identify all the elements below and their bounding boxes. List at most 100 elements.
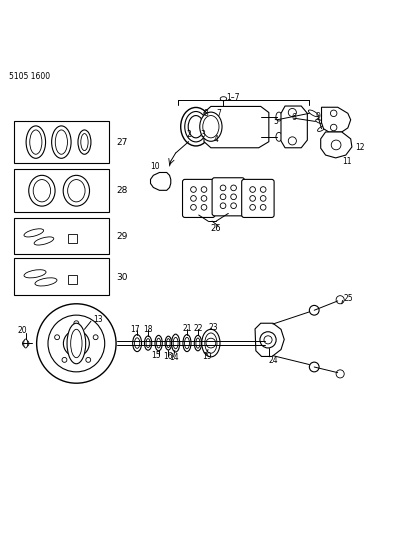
Circle shape [288,108,296,117]
Circle shape [86,358,91,362]
Ellipse shape [316,119,323,124]
Ellipse shape [205,333,217,353]
Circle shape [201,187,207,192]
Circle shape [260,187,266,192]
Circle shape [201,196,207,201]
Text: 5105 1600: 5105 1600 [9,72,51,82]
Circle shape [191,205,196,210]
Ellipse shape [52,126,71,158]
Ellipse shape [183,335,191,352]
Text: 29: 29 [116,232,127,240]
Ellipse shape [68,180,85,202]
Ellipse shape [155,335,162,351]
Text: 24: 24 [269,356,279,365]
Bar [13,120,109,163]
Ellipse shape [188,116,204,138]
Text: 7: 7 [216,109,221,118]
Ellipse shape [276,112,282,121]
Text: 18: 18 [143,325,153,334]
Ellipse shape [203,116,219,138]
Text: 14: 14 [170,353,179,362]
Text: 11: 11 [342,157,351,166]
Ellipse shape [135,338,140,349]
Circle shape [250,187,255,192]
Circle shape [220,185,226,191]
Polygon shape [204,107,269,148]
Ellipse shape [185,111,207,142]
Polygon shape [321,132,352,158]
Circle shape [231,203,236,208]
Ellipse shape [29,175,55,206]
Text: 22: 22 [194,324,203,333]
Ellipse shape [146,338,150,348]
Circle shape [93,335,98,340]
Ellipse shape [55,130,67,154]
Circle shape [220,203,226,208]
Text: 9: 9 [315,112,320,121]
Circle shape [309,362,319,372]
Ellipse shape [144,336,152,350]
Circle shape [55,335,60,340]
Text: 1–7: 1–7 [226,93,240,102]
Text: 6: 6 [291,113,296,122]
Circle shape [37,304,116,383]
Circle shape [22,340,29,347]
Circle shape [191,187,196,192]
Ellipse shape [35,278,57,286]
Text: 5: 5 [274,117,279,126]
Ellipse shape [26,126,46,158]
Circle shape [63,330,89,357]
Text: 30: 30 [116,273,128,282]
Ellipse shape [196,338,200,348]
Text: 13: 13 [93,314,103,324]
Circle shape [231,194,236,200]
Text: 2: 2 [187,130,192,139]
FancyBboxPatch shape [182,180,215,217]
FancyBboxPatch shape [242,180,274,217]
Circle shape [206,338,216,348]
Text: 25: 25 [344,294,353,303]
Ellipse shape [157,338,161,348]
Polygon shape [151,173,171,190]
Circle shape [331,140,341,150]
Ellipse shape [30,130,42,154]
Circle shape [62,358,67,362]
Circle shape [260,332,276,348]
Text: 19: 19 [202,352,212,361]
Circle shape [250,196,255,201]
Circle shape [74,321,79,326]
Circle shape [260,196,266,201]
Polygon shape [281,106,307,148]
Ellipse shape [71,329,82,358]
Text: 10: 10 [150,161,160,171]
Bar [13,259,109,295]
Circle shape [336,296,344,304]
Ellipse shape [276,132,282,141]
Ellipse shape [172,334,180,352]
Circle shape [201,205,207,210]
Circle shape [336,370,344,378]
Ellipse shape [166,338,170,348]
Ellipse shape [184,337,189,349]
Ellipse shape [63,175,89,206]
Circle shape [260,205,266,210]
Text: 26: 26 [211,224,222,233]
Text: 17: 17 [130,325,140,334]
Circle shape [330,110,337,117]
Polygon shape [322,107,351,132]
Ellipse shape [33,180,51,202]
Text: 27: 27 [116,138,127,147]
Ellipse shape [220,96,227,101]
Ellipse shape [194,335,202,351]
Ellipse shape [173,337,178,349]
Ellipse shape [24,270,46,278]
Text: 23: 23 [208,323,218,332]
Circle shape [250,205,255,210]
Circle shape [330,124,337,131]
Ellipse shape [24,229,44,237]
Text: 8: 8 [203,109,208,118]
Ellipse shape [67,323,86,364]
Text: 3: 3 [200,130,205,139]
Bar [13,218,109,254]
Circle shape [264,336,272,344]
